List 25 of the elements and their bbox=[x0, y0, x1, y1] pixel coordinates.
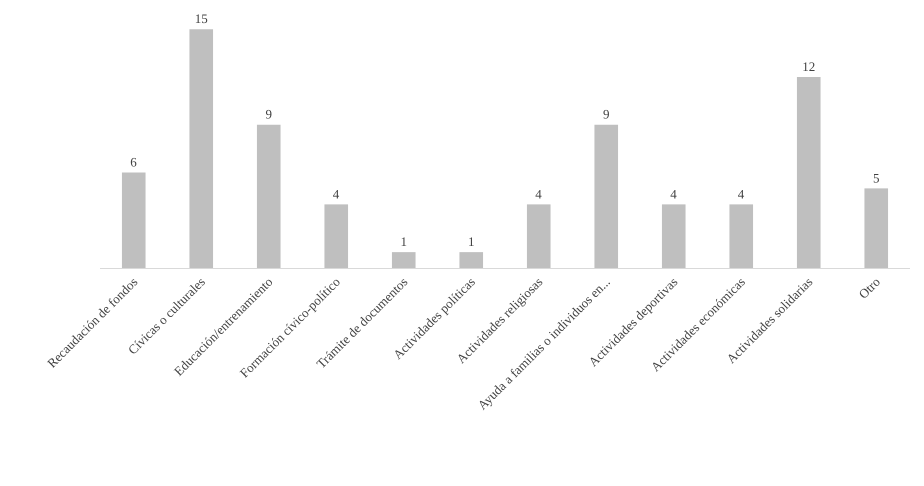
data-label: 5 bbox=[873, 170, 880, 186]
data-label: 12 bbox=[802, 58, 816, 74]
data-label: 4 bbox=[670, 186, 678, 202]
bar bbox=[256, 124, 281, 268]
bar bbox=[729, 204, 754, 268]
data-label: 1 bbox=[468, 234, 474, 250]
bar bbox=[796, 76, 821, 268]
data-label: 1 bbox=[400, 234, 407, 250]
data-label: 4 bbox=[535, 186, 542, 202]
x-tick-label: Otro bbox=[856, 274, 883, 302]
bar bbox=[526, 204, 551, 268]
bar bbox=[324, 204, 348, 268]
bar bbox=[392, 252, 416, 268]
bar bbox=[122, 172, 146, 268]
bar bbox=[662, 204, 686, 268]
bar bbox=[864, 188, 888, 268]
data-label: 4 bbox=[738, 186, 745, 202]
data-label: 4 bbox=[332, 186, 340, 202]
data-label: 9 bbox=[266, 106, 272, 122]
data-label: 15 bbox=[194, 11, 208, 26]
bar bbox=[594, 124, 618, 268]
data-label: 6 bbox=[130, 154, 138, 170]
bar bbox=[189, 29, 214, 268]
bar bbox=[459, 252, 484, 268]
data-label: 9 bbox=[603, 106, 610, 122]
